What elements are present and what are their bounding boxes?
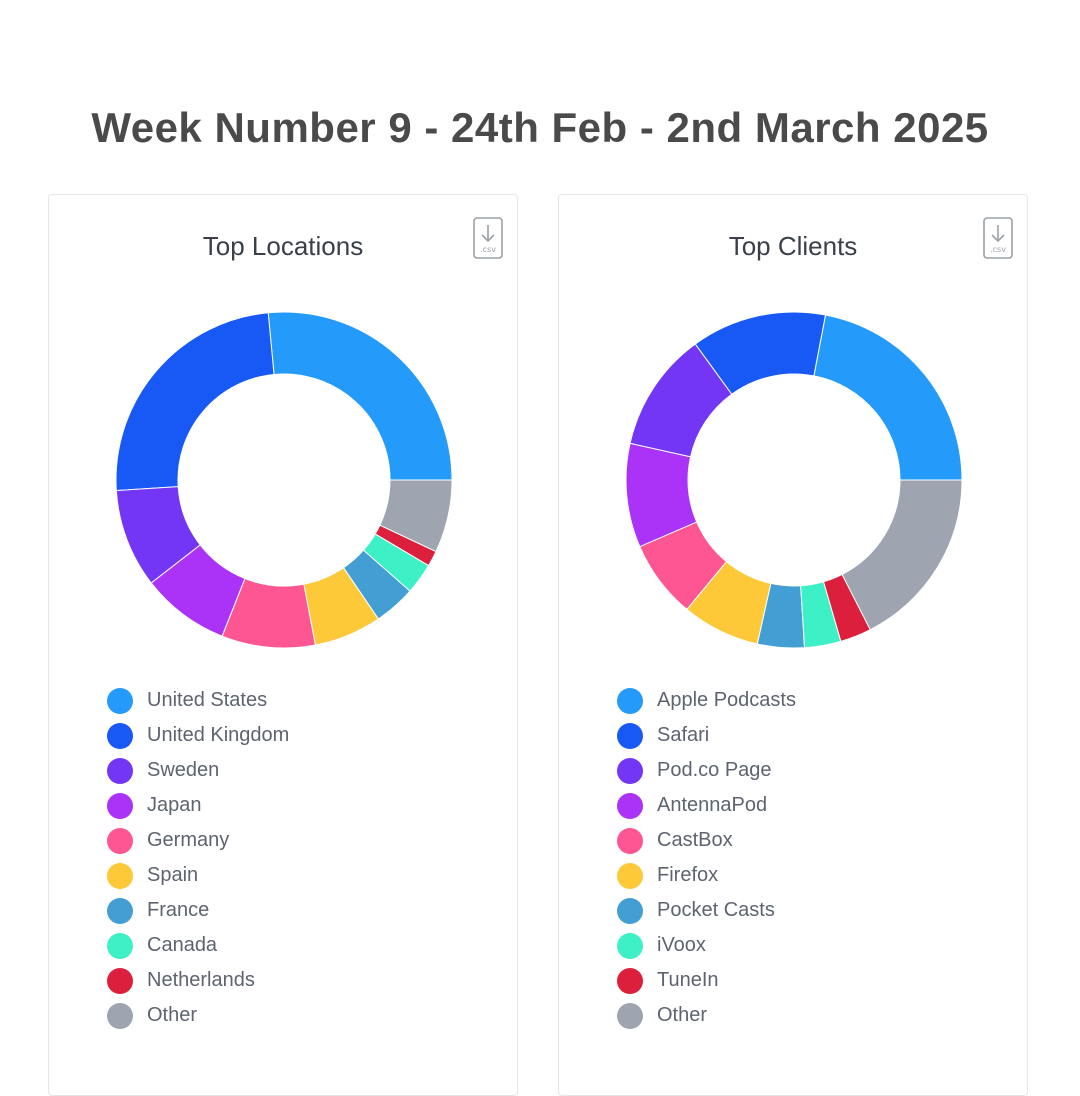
legend-label: Other (147, 1004, 198, 1026)
legend-label: France (147, 899, 210, 921)
csv-download-icon: .csv (983, 217, 1013, 259)
legend-label: CastBox (657, 829, 733, 851)
legend-swatch (617, 862, 643, 889)
legend-swatch (107, 1002, 133, 1029)
legend-label: Apple Podcasts (657, 689, 796, 711)
legend-item-antennapod[interactable]: AntennaPod (617, 788, 796, 823)
legend-swatch (107, 687, 133, 714)
donut-chart (115, 311, 453, 649)
legend-label: Pocket Casts (657, 899, 775, 921)
legend-swatch (617, 792, 643, 819)
legend-label: Sweden (147, 759, 220, 781)
slice-united-kingdom[interactable] (115, 312, 275, 492)
legend-item-united-states[interactable]: United States (107, 683, 289, 718)
legend-swatch (617, 967, 643, 994)
chart-legend: Apple Podcasts Safari Pod.co Page AntennaPo… (617, 683, 796, 1033)
legend-swatch (107, 897, 133, 924)
legend-label: Other (657, 1004, 708, 1026)
svg-text:.csv: .csv (990, 245, 1006, 254)
csv-download-button[interactable]: .csv (983, 217, 1013, 259)
legend-label: TuneIn (657, 969, 719, 991)
legend-item-tunein[interactable]: TuneIn (617, 963, 796, 998)
chart-legend: United States United Kingdom Sweden Japan Ge… (107, 683, 289, 1033)
page-title: Week Number 9 - 24th Feb - 2nd March 202… (91, 104, 989, 151)
legend-label: Canada (147, 934, 218, 956)
slice-other[interactable] (379, 479, 453, 553)
legend-label: Germany (147, 829, 230, 851)
legend-label: Netherlands (147, 969, 255, 991)
legend-swatch (107, 862, 133, 889)
legend-item-apple-podcasts[interactable]: Apple Podcasts (617, 683, 796, 718)
legend-swatch (617, 827, 643, 854)
legend-label: Safari (657, 724, 710, 746)
legend-item-japan[interactable]: Japan (107, 788, 289, 823)
legend-swatch (617, 757, 643, 784)
slice-united-states[interactable] (267, 311, 453, 481)
legend-item-ivoox[interactable]: iVoox (617, 928, 796, 963)
svg-text:.csv: .csv (480, 245, 496, 254)
slice-apple-podcasts[interactable] (813, 314, 963, 481)
legend-label: iVoox (657, 934, 706, 956)
legend-swatch (107, 932, 133, 959)
legend-label: Spain (147, 864, 199, 886)
legend-item-other[interactable]: Other (107, 998, 289, 1033)
donut-chart (625, 311, 963, 649)
top-locations-card: Top Locations .csv United States United K… (48, 194, 518, 1096)
legend-swatch (107, 757, 133, 784)
legend-swatch (107, 967, 133, 994)
legend-item-france[interactable]: France (107, 893, 289, 928)
legend-label: United States (147, 689, 268, 711)
slice-other[interactable] (841, 479, 963, 631)
legend-swatch (107, 792, 133, 819)
csv-download-icon: .csv (473, 217, 503, 259)
legend-item-canada[interactable]: Canada (107, 928, 289, 963)
legend-item-pocket-casts[interactable]: Pocket Casts (617, 893, 796, 928)
legend-swatch (617, 932, 643, 959)
legend-swatch (617, 1002, 643, 1029)
legend-item-safari[interactable]: Safari (617, 718, 796, 753)
legend-label: Firefox (657, 864, 719, 886)
chart-title: Top Locations (202, 231, 364, 261)
legend-swatch (617, 687, 643, 714)
top-clients-card: Top Clients .csv Apple Podcasts Safari Pod… (558, 194, 1028, 1096)
legend-swatch (107, 722, 133, 749)
legend-label: AntennaPod (657, 794, 768, 816)
legend-swatch (617, 722, 643, 749)
chart-title: Top Clients (728, 231, 858, 261)
legend-item-spain[interactable]: Spain (107, 858, 289, 893)
legend-label: Pod.co Page (657, 759, 772, 781)
legend-item-sweden[interactable]: Sweden (107, 753, 289, 788)
legend-item-united-kingdom[interactable]: United Kingdom (107, 718, 289, 753)
legend-label: Japan (147, 794, 202, 816)
legend-label: United Kingdom (147, 724, 290, 746)
legend-item-firefox[interactable]: Firefox (617, 858, 796, 893)
legend-item-netherlands[interactable]: Netherlands (107, 963, 289, 998)
legend-item-castbox[interactable]: CastBox (617, 823, 796, 858)
legend-swatch (107, 827, 133, 854)
legend-item-pod-co-page[interactable]: Pod.co Page (617, 753, 796, 788)
legend-item-germany[interactable]: Germany (107, 823, 289, 858)
csv-download-button[interactable]: .csv (473, 217, 503, 259)
legend-swatch (617, 897, 643, 924)
legend-item-other[interactable]: Other (617, 998, 796, 1033)
